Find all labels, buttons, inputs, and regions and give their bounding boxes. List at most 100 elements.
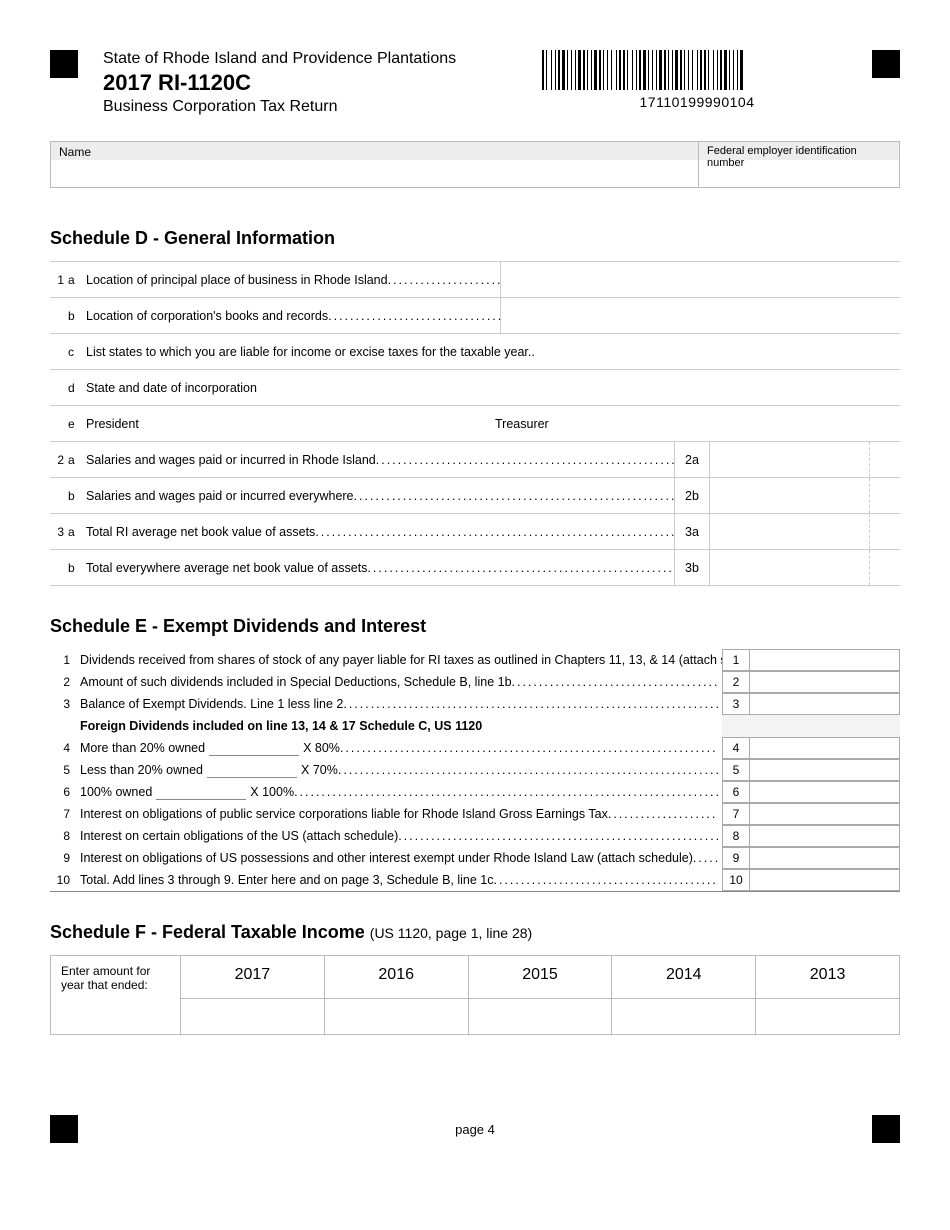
form-header: State of Rhode Island and Providence Pla…: [50, 50, 900, 116]
line-number: 6: [50, 781, 80, 803]
line-desc: Total everywhere average net book value …: [82, 551, 674, 585]
year-amount-field[interactable]: [469, 999, 612, 1034]
amount-field[interactable]: [750, 737, 900, 759]
schedule-d-amount-row: bTotal everywhere average net book value…: [50, 550, 900, 586]
amount-field[interactable]: [750, 649, 900, 671]
line-box: 7: [722, 803, 750, 825]
line-sub: a: [68, 273, 82, 287]
schedule-e-row: 5Less than 20% ownedX 70%5: [50, 759, 900, 781]
line-desc: More than 20% ownedX 80%: [80, 737, 722, 759]
line-number: 8: [50, 825, 80, 847]
line-sub: b: [68, 309, 82, 323]
line-desc: Interest on certain obligations of the U…: [80, 825, 722, 847]
line-desc: Balance of Exempt Dividends. Line 1 less…: [80, 693, 722, 715]
schedule-d-row: cList states to which you are liable for…: [50, 334, 900, 370]
president-label: President: [82, 407, 491, 441]
registration-mark-bottom-right: [872, 1115, 900, 1143]
year-amount-field[interactable]: [181, 999, 324, 1034]
line-desc: State and date of incorporation: [82, 371, 900, 405]
line-sub: b: [68, 561, 82, 575]
schedule-d-officer-row: ePresidentTreasurer: [50, 406, 900, 442]
year-label: 2016: [325, 956, 468, 999]
line-sub: c: [68, 345, 82, 359]
blank-line[interactable]: [209, 755, 299, 756]
name-field[interactable]: Name: [51, 142, 699, 187]
amount-field[interactable]: [750, 671, 900, 693]
amount-cents-field[interactable]: [870, 550, 900, 585]
schedule-e-heading-row: Foreign Dividends included on line 13, 1…: [50, 715, 900, 737]
page-footer: page 4: [50, 1115, 900, 1143]
schedule-d-table: 1aLocation of principal place of busines…: [50, 261, 900, 586]
amount-field[interactable]: [750, 847, 900, 869]
schedule-e-row: 9Interest on obligations of US possessio…: [50, 847, 900, 869]
registration-mark-top-right: [872, 50, 900, 78]
year-amount-field[interactable]: [325, 999, 468, 1034]
schedule-f-table: Enter amount for year that ended:2017201…: [50, 955, 900, 1035]
amount-field[interactable]: [750, 825, 900, 847]
line-number: 4: [50, 737, 80, 759]
line-number: 1: [50, 273, 68, 287]
treasurer-label: Treasurer: [491, 407, 900, 441]
line-box: 6: [722, 781, 750, 803]
form-title: 2017 RI-1120C: [103, 70, 542, 96]
line-sub: a: [68, 453, 82, 467]
fein-field[interactable]: Federal employer identification number: [699, 142, 899, 187]
amount-field[interactable]: [710, 514, 870, 549]
schedule-d-amount-row: 3aTotal RI average net book value of ass…: [50, 514, 900, 550]
line-desc: Salaries and wages paid or incurred ever…: [82, 479, 674, 513]
line-desc: Dividends received from shares of stock …: [80, 649, 722, 671]
amount-field[interactable]: [750, 781, 900, 803]
schedule-f-title: Schedule F - Federal Taxable Income (US …: [50, 922, 900, 943]
year-amount-field[interactable]: [612, 999, 755, 1034]
amount-field[interactable]: [710, 442, 870, 477]
line-desc: 100% ownedX 100%: [80, 781, 722, 803]
registration-mark-bottom-left: [50, 1115, 78, 1143]
amount-cents-field[interactable]: [870, 442, 900, 477]
schedule-e-table: 1Dividends received from shares of stock…: [50, 649, 900, 892]
line-box: 1: [722, 649, 750, 671]
amount-cents-field[interactable]: [870, 478, 900, 513]
barcode-block: 17110199990104: [542, 50, 852, 110]
schedule-e-row: 1Dividends received from shares of stock…: [50, 649, 900, 671]
amount-cents-field[interactable]: [870, 514, 900, 549]
form-subtitle: Business Corporation Tax Return: [103, 98, 542, 116]
schedule-f-title-main: Schedule F - Federal Taxable Income: [50, 922, 365, 942]
state-name: State of Rhode Island and Providence Pla…: [103, 50, 542, 68]
schedule-d-row: 1aLocation of principal place of busines…: [50, 262, 900, 298]
line-desc: Location of principal place of business …: [82, 263, 500, 297]
line-desc: List states to which you are liable for …: [82, 335, 900, 369]
schedule-f-year-column: 2016: [325, 956, 469, 1034]
line-box: 3: [722, 693, 750, 715]
line-box: 9: [722, 847, 750, 869]
line-number: 2: [50, 453, 68, 467]
year-label: 2015: [469, 956, 612, 999]
input-area[interactable]: [500, 262, 900, 297]
line-desc: Interest on obligations of public servic…: [80, 803, 722, 825]
amount-field[interactable]: [750, 693, 900, 715]
amount-field[interactable]: [750, 869, 900, 891]
schedule-f-year-column: 2014: [612, 956, 756, 1034]
page-number: page 4: [78, 1122, 872, 1137]
barcode-graphic: [542, 50, 852, 90]
year-amount-field[interactable]: [756, 999, 899, 1034]
amount-field[interactable]: [710, 478, 870, 513]
schedule-e-title: Schedule E - Exempt Dividends and Intere…: [50, 616, 900, 637]
schedule-f-year-column: 2015: [469, 956, 613, 1034]
name-label: Name: [59, 145, 690, 159]
blank-line[interactable]: [156, 799, 246, 800]
line-number: 3: [50, 525, 68, 539]
input-area[interactable]: [500, 298, 900, 333]
amount-field[interactable]: [710, 550, 870, 585]
amount-field[interactable]: [750, 803, 900, 825]
schedule-f-lead: Enter amount for year that ended:: [51, 956, 181, 1034]
line-box: 2b: [674, 478, 710, 513]
schedule-d-title: Schedule D - General Information: [50, 228, 900, 249]
blank-line[interactable]: [207, 777, 297, 778]
schedule-f-title-sub: (US 1120, page 1, line 28): [370, 925, 532, 941]
header-text-block: State of Rhode Island and Providence Pla…: [103, 50, 542, 116]
line-box: 10: [722, 869, 750, 891]
amount-field[interactable]: [750, 759, 900, 781]
line-desc: Total. Add lines 3 through 9. Enter here…: [80, 869, 722, 891]
schedule-f-year-column: 2017: [181, 956, 325, 1034]
line-number: 5: [50, 759, 80, 781]
